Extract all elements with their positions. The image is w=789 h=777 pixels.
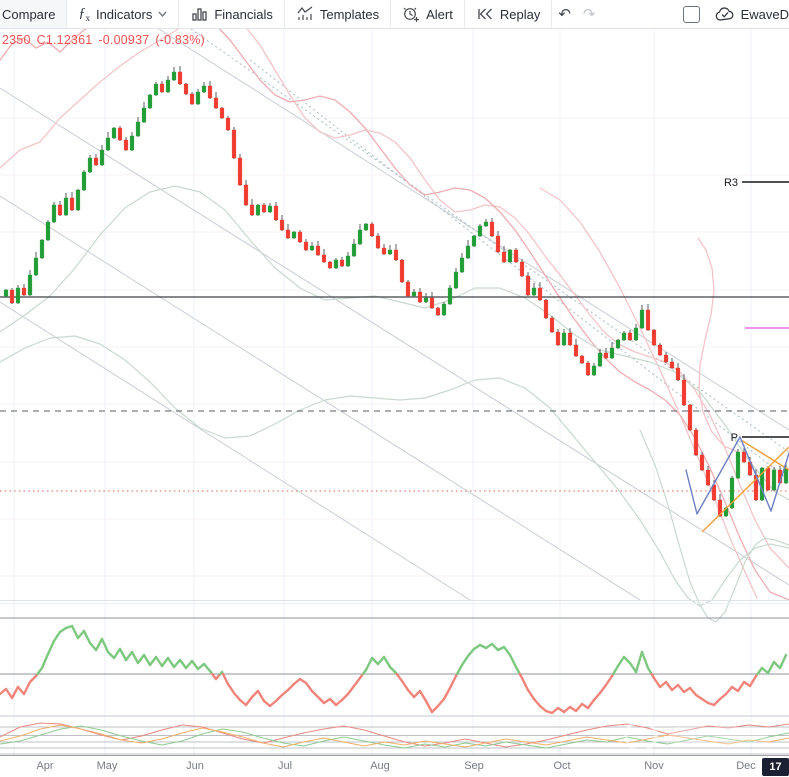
layout-checkbox[interactable] — [682, 5, 700, 23]
top-toolbar: Compare ƒx Indicators Financials — [0, 0, 789, 29]
toolbar-divider — [66, 0, 68, 28]
time-axis-label-jun: Jun — [186, 760, 204, 772]
time-axis-label-may: May — [96, 760, 118, 772]
financials-button[interactable]: Financials — [179, 0, 284, 28]
horizontal-reference-lines[interactable] — [0, 296, 789, 492]
indicators-button[interactable]: ƒx Indicators — [67, 0, 178, 28]
legend-change-pct: (-0.83%) — [155, 33, 205, 47]
redo-button[interactable]: ↷ — [582, 5, 596, 23]
rewind-icon — [478, 8, 492, 20]
toolbar-divider — [283, 0, 285, 28]
toolbar-divider — [463, 0, 465, 28]
indicator-bands — [0, 3, 789, 623]
alarm-clock-icon — [403, 7, 420, 22]
indicators-label: Indicators — [95, 6, 153, 22]
time-axis-label-dec: Dec — [736, 760, 756, 772]
oscillator-series — [0, 624, 788, 715]
compare-label: Compare — [2, 6, 56, 22]
templates-icon — [297, 6, 313, 20]
watermark — [624, 719, 768, 753]
legend-price: 2350 — [2, 33, 31, 47]
grid-lines — [0, 28, 789, 755]
fx-icon: ƒx — [78, 5, 90, 23]
toolbar-divider — [551, 0, 553, 28]
legend-change: -0.00937 — [98, 33, 150, 47]
alert-button[interactable]: Alert — [391, 0, 464, 28]
cloud-sync-button[interactable]: EwaveD — [714, 7, 789, 22]
cloud-label: EwaveD — [740, 6, 789, 22]
compare-button[interactable]: Compare — [0, 0, 67, 28]
time-axis-label-aug: Aug — [370, 760, 390, 772]
chevron-down-icon — [158, 11, 167, 17]
alert-label: Alert — [426, 6, 453, 22]
templates-label: Templates — [319, 6, 380, 22]
pivot-label-r3: R3 — [724, 177, 738, 189]
time-axis[interactable]: 17 Apr May Jun Jul Aug Sep Oct Nov Dec — [0, 755, 789, 777]
time-axis-label-apr: Apr — [36, 760, 54, 772]
toolbar-right-cluster: EwaveD — [675, 5, 789, 23]
replay-label: Replay — [499, 6, 541, 22]
time-axis-label-jul: Jul — [277, 760, 293, 772]
toolbar-divider — [178, 0, 180, 28]
symbol-legend: 2350 C1.12361 -0.00937 (-0.83%) — [2, 33, 211, 47]
bar-chart-icon — [192, 8, 207, 21]
time-axis-label-nov: Nov — [644, 760, 664, 772]
candlestick-series[interactable] — [3, 66, 789, 517]
pivot-label-p: P — [731, 432, 738, 444]
templates-button[interactable]: Templates — [285, 0, 390, 28]
trendline-diagonals[interactable] — [0, 0, 789, 601]
toolbar-divider — [390, 0, 392, 28]
cloud-check-icon — [715, 6, 734, 21]
undo-button[interactable]: ↶ — [558, 5, 571, 23]
replay-button[interactable]: Replay — [465, 0, 551, 28]
drawing-tools[interactable]: R3 P — [685, 177, 789, 533]
financials-label: Financials — [214, 6, 273, 22]
legend-close: C1.12361 — [36, 33, 93, 47]
time-axis-label-sep: Sep — [464, 760, 484, 772]
time-axis-label-oct: Oct — [553, 760, 571, 772]
current-day-badge: 17 — [762, 758, 789, 776]
